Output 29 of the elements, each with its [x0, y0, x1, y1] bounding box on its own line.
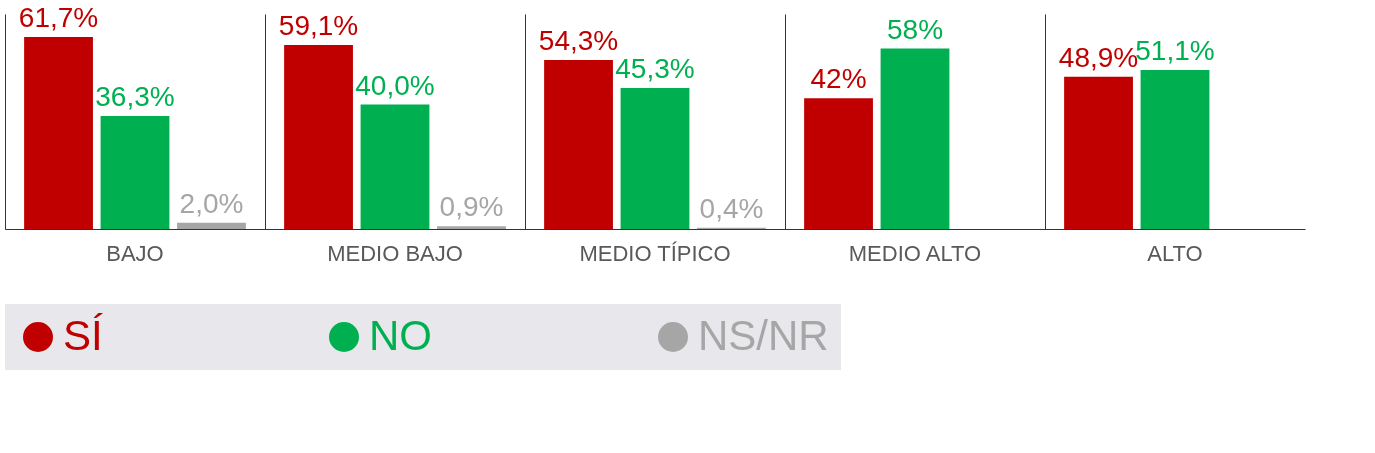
bar — [804, 98, 873, 229]
x-tick-label: MEDIO TÍPICO — [579, 240, 731, 266]
bar — [880, 48, 950, 229]
data-label: 0,4% — [699, 192, 764, 224]
bar — [24, 37, 93, 229]
data-label: 36,3% — [95, 81, 175, 113]
bar — [437, 226, 506, 229]
data-label: 42% — [810, 63, 867, 95]
bar — [1140, 70, 1210, 229]
legend-label: NS/NR — [698, 312, 829, 359]
data-label: 0,9% — [439, 191, 504, 223]
x-tick-label: BAJO — [106, 240, 164, 266]
data-label: 61,7% — [18, 2, 99, 34]
legend-label: NO — [369, 312, 432, 359]
x-tick-label: MEDIO ALTO — [848, 240, 982, 266]
x-tick-label: ALTO — [1147, 240, 1203, 266]
bar — [544, 60, 613, 229]
data-label: 40,0% — [355, 69, 435, 101]
bar — [360, 104, 430, 229]
bar — [620, 88, 690, 229]
x-tick-label: MEDIO BAJO — [327, 240, 463, 266]
data-label: 2,0% — [179, 187, 244, 219]
bar — [100, 116, 170, 229]
legend-label: SÍ — [63, 312, 104, 359]
bar — [284, 45, 353, 229]
data-label: 59,1% — [278, 10, 359, 42]
data-label: 58% — [886, 13, 944, 45]
bar — [177, 222, 246, 229]
bar — [1064, 76, 1133, 229]
